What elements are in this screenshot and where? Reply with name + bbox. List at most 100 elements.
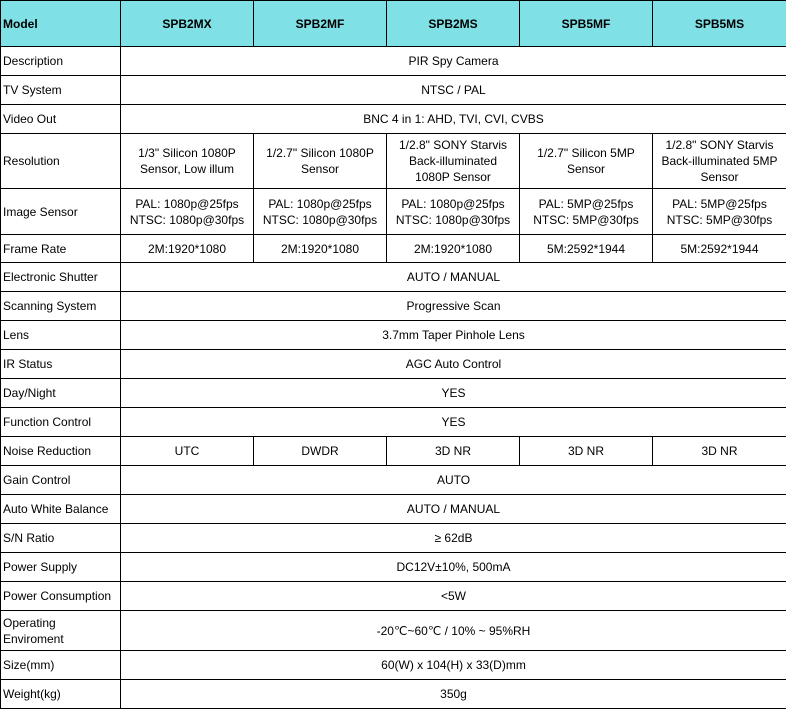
row-value: <5W: [120, 581, 786, 611]
value-line: 1/2.7" Silicon 5MP: [537, 146, 635, 160]
header-model-label: Model: [0, 0, 121, 47]
row-label: Lens: [0, 320, 121, 350]
table-row: Weight(kg) 350g: [0, 679, 786, 709]
table-row: Auto White Balance AUTO / MANUAL: [0, 494, 786, 524]
row-value: 3D NR: [519, 436, 653, 466]
table-row: Noise Reduction UTC DWDR 3D NR 3D NR 3D NR: [0, 436, 786, 466]
value-line: Sensor, Low illum: [139, 162, 235, 176]
value-line: 1/2.7" Silicon 1080P: [266, 146, 374, 160]
value-line: 3D NR: [701, 444, 738, 458]
row-label: Power Consumption: [0, 581, 121, 611]
value-line: UTC: [174, 444, 200, 458]
row-value: 2M:1920*1080: [120, 234, 254, 263]
row-value: BNC 4 in 1: AHD, TVI, CVI, CVBS: [120, 104, 786, 134]
value-line: NTSC: 1080p@30fps: [395, 212, 511, 227]
value-line: PAL: 5MP@25fps: [672, 196, 767, 211]
row-value: 1/2.8" SONY Starvis Back-illuminated 1080P…: [386, 133, 520, 189]
header-model: SPB2MX: [120, 0, 254, 47]
value-line: Sensor: [300, 162, 340, 176]
row-label: Operating Enviroment: [0, 610, 121, 651]
header-model: SPB2MF: [253, 0, 387, 47]
value-line: Sensor: [700, 170, 739, 184]
value-line: DWDR: [301, 444, 339, 458]
row-label: Day/Night: [0, 378, 121, 408]
row-value: YES: [120, 407, 786, 437]
row-value: 350g: [120, 679, 786, 709]
row-value: 60(W) x 104(H) x 33(D)mm: [120, 650, 786, 680]
table-row: Power Supply DC12V±10%, 500mA: [0, 552, 786, 582]
row-value: 2M:1920*1080: [253, 234, 387, 263]
header-model: SPB2MS: [386, 0, 520, 47]
row-label: Resolution: [0, 133, 121, 189]
table-row: Scanning System Progressive Scan: [0, 291, 786, 321]
row-label: Electronic Shutter: [0, 262, 121, 292]
value-line: 1/3" Silicon 1080P: [138, 146, 236, 160]
row-value: PAL: 1080p@25fps NTSC: 1080p@30fps: [386, 188, 520, 235]
row-label: Gain Control: [0, 465, 121, 495]
row-label-text: Operating Enviroment: [3, 615, 64, 646]
value-line: PAL: 1080p@25fps: [135, 196, 239, 211]
value-line: 3D NR: [567, 444, 604, 458]
value-line: 2M:1920*1080: [280, 241, 360, 256]
row-label: TV System: [0, 75, 121, 105]
row-label: Image Sensor: [0, 188, 121, 235]
table-row: Image Sensor PAL: 1080p@25fps NTSC: 1080p@…: [0, 188, 786, 235]
table-row: Resolution 1/3" Silicon 1080P Sensor, Low …: [0, 133, 786, 189]
table-row: Day/Night YES: [0, 378, 786, 408]
value-line: Back-illuminated: [408, 154, 498, 168]
header-model: SPB5MF: [519, 0, 653, 47]
row-label: Auto White Balance: [0, 494, 121, 524]
table-row: Frame Rate 2M:1920*1080 2M:1920*1080 2M:192…: [0, 234, 786, 263]
value-line: NTSC: 1080p@30fps: [129, 212, 245, 227]
row-value: UTC: [120, 436, 254, 466]
row-value: PAL: 1080p@25fps NTSC: 1080p@30fps: [253, 188, 387, 235]
row-value: 3.7mm Taper Pinhole Lens: [120, 320, 786, 350]
table-row: S/N Ratio ≥ 62dB: [0, 523, 786, 553]
value-line: 1/2.8" SONY Starvis: [665, 138, 774, 152]
table-row: TV System NTSC / PAL: [0, 75, 786, 105]
table-row: IR Status AGC Auto Control: [0, 349, 786, 379]
row-label: Noise Reduction: [0, 436, 121, 466]
row-value: Progressive Scan: [120, 291, 786, 321]
row-value: 3D NR: [652, 436, 786, 466]
row-value: DC12V±10%, 500mA: [120, 552, 786, 582]
table-row: Electronic Shutter AUTO / MANUAL: [0, 262, 786, 292]
row-value: ≥ 62dB: [120, 523, 786, 553]
row-value: PAL: 5MP@25fps NTSC: 5MP@30fps: [652, 188, 786, 235]
value-line: PAL: 5MP@25fps: [538, 196, 634, 211]
table-row: Video Out BNC 4 in 1: AHD, TVI, CVI, CVBS: [0, 104, 786, 134]
row-value: 2M:1920*1080: [386, 234, 520, 263]
row-value: AUTO: [120, 465, 786, 495]
value-line: 2M:1920*1080: [413, 241, 493, 256]
row-value: 3D NR: [386, 436, 520, 466]
value-line: 5M:2592*1944: [546, 241, 626, 256]
row-value: 1/2.7" Silicon 1080P Sensor: [253, 133, 387, 189]
value-line: 1/2.8" SONY Starvis: [398, 138, 508, 152]
row-label: Scanning System: [0, 291, 121, 321]
row-value: 1/3" Silicon 1080P Sensor, Low illum: [120, 133, 254, 189]
row-value: 1/2.8" SONY Starvis Back-illuminated 5MP S…: [652, 133, 786, 189]
value-line: PAL: 1080p@25fps: [401, 196, 505, 211]
table-row: Gain Control AUTO: [0, 465, 786, 495]
row-label: Function Control: [0, 407, 121, 437]
row-value: PAL: 5MP@25fps NTSC: 5MP@30fps: [519, 188, 653, 235]
header-model: SPB5MS: [652, 0, 786, 47]
value-line: 1080P Sensor: [415, 170, 491, 184]
row-value: NTSC / PAL: [120, 75, 786, 105]
row-label: IR Status: [0, 349, 121, 379]
row-label: Size(mm): [0, 650, 121, 680]
row-value: 5M:2592*1944: [519, 234, 653, 263]
value-line: 2M:1920*1080: [147, 241, 227, 256]
table-row: Power Consumption <5W: [0, 581, 786, 611]
value-line: NTSC: 5MP@30fps: [666, 212, 773, 227]
row-label: Weight(kg): [0, 679, 121, 709]
row-label: Frame Rate: [0, 234, 121, 263]
row-value: AUTO / MANUAL: [120, 262, 786, 292]
row-value: PAL: 1080p@25fps NTSC: 1080p@30fps: [120, 188, 254, 235]
header-row: Model SPB2MX SPB2MF SPB2MS SPB5MF SPB5MS: [0, 0, 786, 47]
row-value: AGC Auto Control: [120, 349, 786, 379]
row-value: DWDR: [253, 436, 387, 466]
value-line: Sensor: [566, 162, 606, 176]
table-row: Lens 3.7mm Taper Pinhole Lens: [0, 320, 786, 350]
